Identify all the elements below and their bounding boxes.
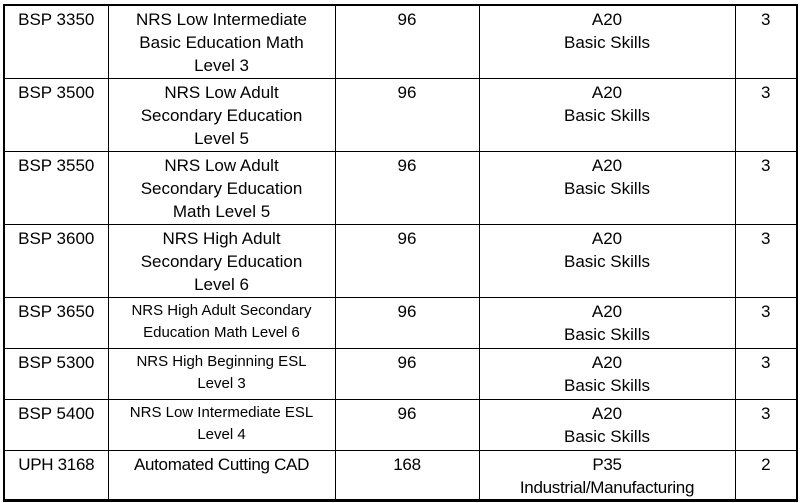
credits-cell: 3: [734, 223, 798, 298]
course-code-cell: BSP 3500: [3, 77, 109, 152]
course-title-cell: NRS High Beginning ESL Level 3: [107, 347, 336, 400]
program-area-cell: A20 Basic Skills: [478, 347, 736, 400]
table-row: BSP 3650 NRS High Adult Secondary Educat…: [3, 296, 798, 349]
credits-cell: 3: [734, 4, 798, 79]
table-row: BSP 3600 NRS High Adult Secondary Educat…: [3, 223, 798, 298]
table-row: BSP 3350 NRS Low Intermediate Basic Educ…: [3, 4, 798, 79]
program-area-cell: A20 Basic Skills: [478, 398, 736, 451]
program-area-cell: A20 Basic Skills: [478, 223, 736, 298]
course-table: BSP 3350 NRS Low Intermediate Basic Educ…: [3, 4, 798, 502]
credits-cell: 3: [734, 77, 798, 152]
hours-cell: 96: [334, 77, 480, 152]
course-title-cell: NRS Low Intermediate Basic Education Mat…: [107, 4, 336, 79]
hours-cell: 96: [334, 150, 480, 225]
table-row: BSP 5400 NRS Low Intermediate ESL Level …: [3, 398, 798, 451]
credits-cell: 3: [734, 150, 798, 225]
program-area-cell: A20 Basic Skills: [478, 150, 736, 225]
hours-cell: 96: [334, 223, 480, 298]
hours-cell: 96: [334, 398, 480, 451]
course-title-cell: NRS High Adult Secondary Education Math …: [107, 296, 336, 349]
credits-cell: 2: [734, 449, 798, 501]
hours-cell: 96: [334, 4, 480, 79]
program-area-cell: A20 Basic Skills: [478, 296, 736, 349]
course-code-cell: BSP 5300: [3, 347, 109, 400]
table-row: BSP 5300 NRS High Beginning ESL Level 3 …: [3, 347, 798, 400]
program-area-cell: A20 Basic Skills: [478, 4, 736, 79]
table-row: BSP 3500 NRS Low Adult Secondary Educati…: [3, 77, 798, 152]
hours-cell: 168: [334, 449, 480, 501]
credits-cell: 3: [734, 398, 798, 451]
course-code-cell: UPH 3168: [3, 449, 109, 501]
hours-cell: 96: [334, 296, 480, 349]
course-code-cell: BSP 3600: [3, 223, 109, 298]
program-area-cell: A20 Basic Skills: [478, 77, 736, 152]
course-code-cell: BSP 5400: [3, 398, 109, 451]
hours-cell: 96: [334, 347, 480, 400]
table-row: UPH 3168 Automated Cutting CAD 168 P35 I…: [3, 449, 798, 501]
credits-cell: 3: [734, 347, 798, 400]
course-title-cell: Automated Cutting CAD: [107, 449, 336, 501]
course-title-cell: NRS Low Intermediate ESL Level 4: [107, 398, 336, 451]
course-title-cell: NRS Low Adult Secondary Education Level …: [107, 77, 336, 152]
credits-cell: 3: [734, 296, 798, 349]
course-code-cell: BSP 3550: [3, 150, 109, 225]
course-code-cell: BSP 3650: [3, 296, 109, 349]
course-title-cell: NRS High Adult Secondary Education Level…: [107, 223, 336, 298]
course-title-cell: NRS Low Adult Secondary Education Math L…: [107, 150, 336, 225]
course-code-cell: BSP 3350: [3, 4, 109, 79]
program-area-cell: P35 Industrial/Manufacturing: [478, 449, 736, 501]
table-row: BSP 3550 NRS Low Adult Secondary Educati…: [3, 150, 798, 225]
